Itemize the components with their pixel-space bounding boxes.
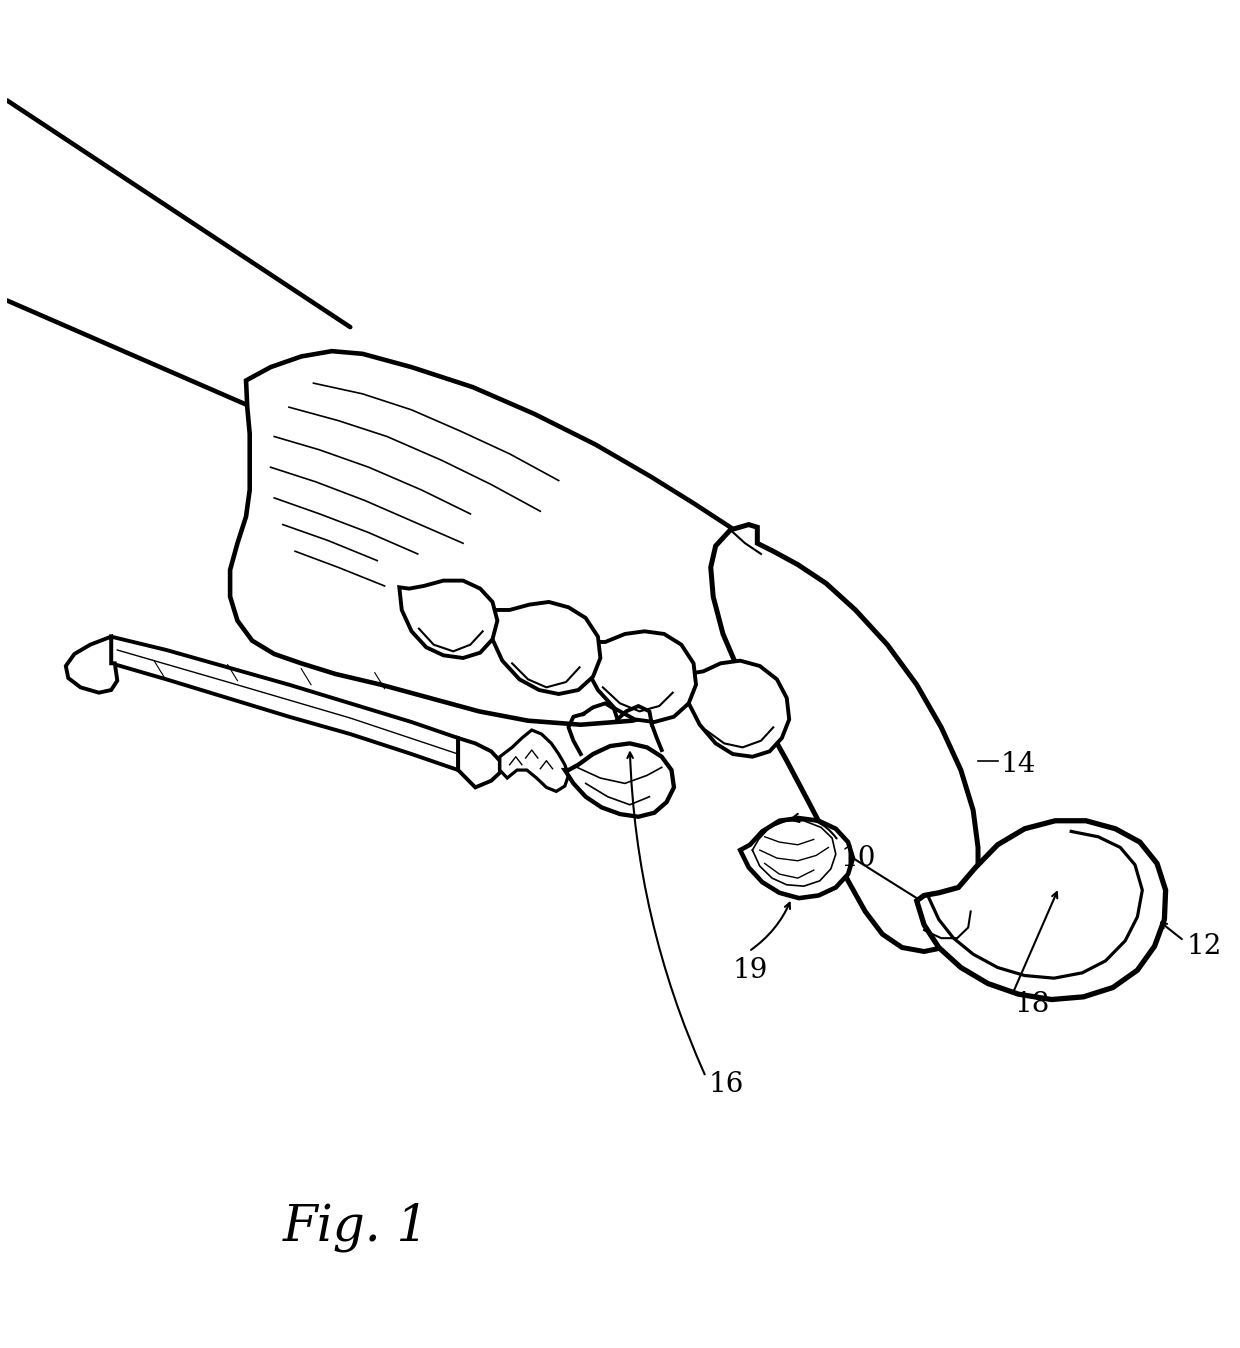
Text: 18: 18 xyxy=(1014,991,1050,1018)
Polygon shape xyxy=(916,821,1166,999)
Polygon shape xyxy=(231,350,765,725)
Polygon shape xyxy=(112,636,458,770)
Polygon shape xyxy=(580,631,696,723)
Polygon shape xyxy=(399,581,497,658)
Text: 14: 14 xyxy=(1001,751,1035,778)
Text: 10: 10 xyxy=(841,845,877,872)
Polygon shape xyxy=(678,661,789,756)
Polygon shape xyxy=(487,603,600,694)
Text: 16: 16 xyxy=(708,1072,744,1099)
FancyArrowPatch shape xyxy=(791,814,837,838)
Polygon shape xyxy=(740,818,853,898)
Polygon shape xyxy=(565,743,675,817)
Polygon shape xyxy=(500,731,568,791)
Text: 12: 12 xyxy=(1187,933,1221,960)
Text: 19: 19 xyxy=(733,957,768,984)
Polygon shape xyxy=(458,739,500,787)
Polygon shape xyxy=(711,524,978,952)
Polygon shape xyxy=(66,636,118,693)
Text: Fig. 1: Fig. 1 xyxy=(283,1202,429,1252)
